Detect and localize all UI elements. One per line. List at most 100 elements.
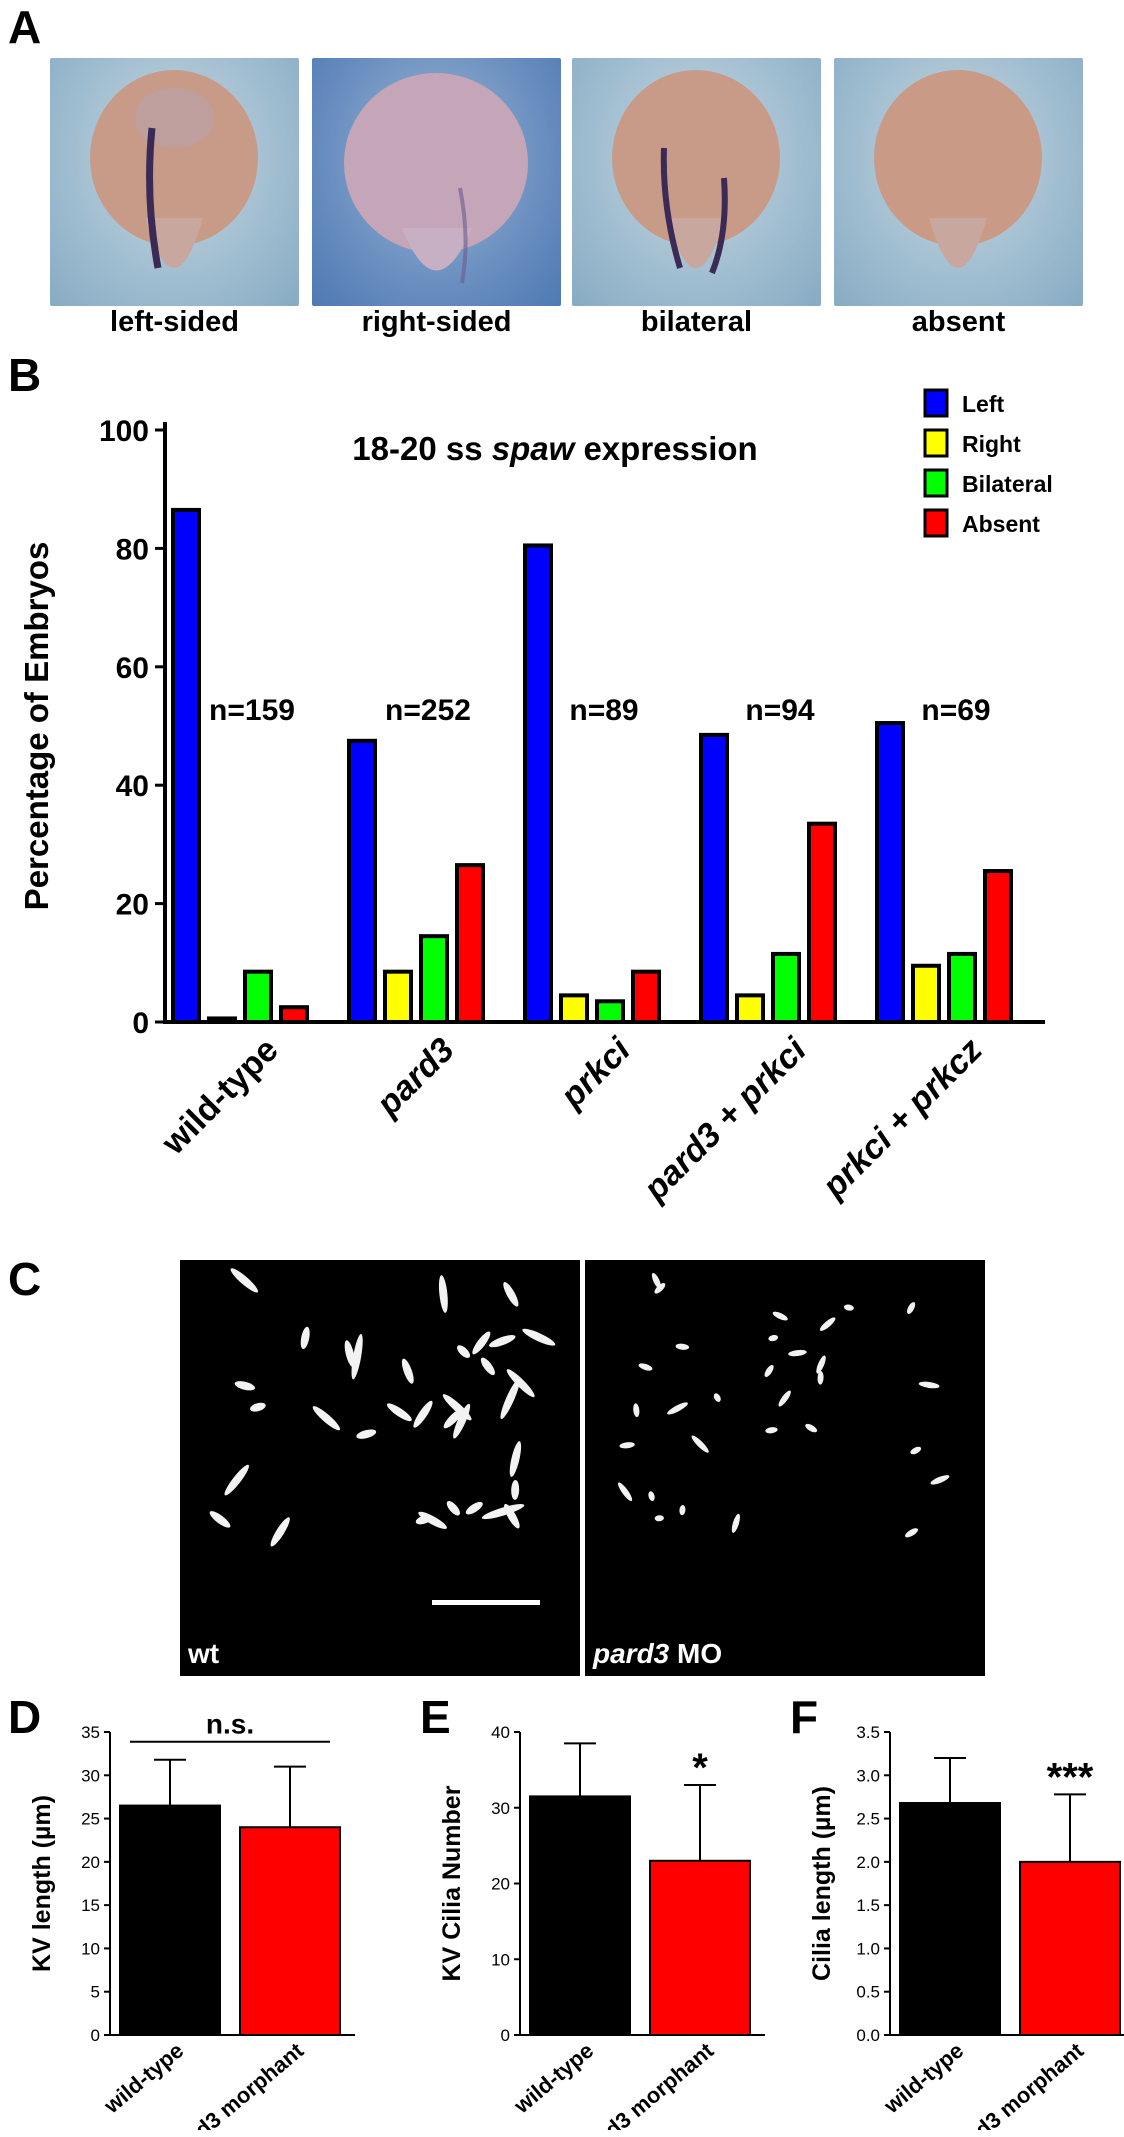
y-tick-label: 0.0 bbox=[856, 2026, 880, 2045]
cilium-spot bbox=[819, 1317, 836, 1331]
cilium-spot bbox=[618, 1482, 633, 1502]
micrograph-label-pard3-mo: pard3 MO bbox=[593, 1638, 722, 1670]
cilium-spot bbox=[457, 1345, 471, 1358]
cilium-spot bbox=[805, 1423, 818, 1433]
cilium-spot bbox=[633, 1403, 640, 1418]
cilium-spot bbox=[270, 1517, 290, 1547]
y-tick-label: 30 bbox=[491, 1799, 510, 1818]
y-tick-label: 1.5 bbox=[856, 1896, 880, 1915]
y-tick-label: 3.5 bbox=[856, 1723, 880, 1742]
scale-bar bbox=[432, 1600, 540, 1605]
significance-label: n.s. bbox=[206, 1710, 254, 1740]
y-tick-label: 3.0 bbox=[856, 1766, 880, 1785]
n-label: n=94 bbox=[745, 694, 815, 727]
cilium-spot bbox=[506, 1369, 535, 1398]
cilium-spot bbox=[503, 1282, 519, 1307]
bar-morphant bbox=[239, 1826, 341, 2036]
chart-title-part: spaw bbox=[492, 430, 577, 467]
cilia-image-wt bbox=[209, 1268, 556, 1547]
bar-right bbox=[911, 963, 941, 1025]
cilium-spot bbox=[654, 1283, 666, 1294]
cilium-spot bbox=[731, 1513, 740, 1533]
y-axis-label: KV length (µm) bbox=[28, 1795, 56, 1972]
x-category-label: wild-type bbox=[878, 2038, 968, 2119]
bar-wild-type bbox=[899, 1801, 1001, 2036]
cilium-spot bbox=[675, 1343, 690, 1350]
legend-label-left: Left bbox=[962, 391, 1005, 417]
bar-left bbox=[171, 507, 201, 1025]
bar-morphant bbox=[649, 1859, 751, 2036]
cilium-spot bbox=[910, 1446, 922, 1455]
cilium-spot bbox=[386, 1403, 412, 1422]
y-tick-label: 10 bbox=[491, 1950, 510, 1969]
cilium-spot bbox=[415, 1515, 432, 1525]
panel-d-letter: D bbox=[8, 1691, 42, 1743]
cilium-spot bbox=[511, 1479, 520, 1500]
x-category-label: prkci bbox=[553, 1030, 639, 1116]
x-category-label: pard3 morphant bbox=[944, 2037, 1089, 2130]
y-tick-label: 2.5 bbox=[856, 1810, 880, 1829]
bar-bilateral bbox=[419, 934, 449, 1024]
y-tick-label: 0 bbox=[132, 1007, 149, 1040]
cilium-spot bbox=[765, 1427, 778, 1434]
photo-label-bilateral: bilateral bbox=[640, 306, 753, 338]
bar-left bbox=[523, 543, 553, 1024]
cilium-spot bbox=[764, 1364, 774, 1377]
bar-left bbox=[699, 732, 729, 1024]
bar-absent bbox=[631, 969, 661, 1024]
x-category-label: pard3 bbox=[369, 1031, 462, 1124]
cilium-spot bbox=[344, 1340, 355, 1368]
bar-absent bbox=[455, 863, 485, 1024]
cilium-spot bbox=[522, 1328, 556, 1346]
x-category-label: prkci + prkcz bbox=[814, 1031, 989, 1206]
y-tick-label: 30 bbox=[81, 1766, 100, 1785]
y-tick-label: 1.0 bbox=[856, 1939, 880, 1958]
cilium-spot bbox=[224, 1464, 249, 1496]
cilium-spot bbox=[816, 1355, 826, 1374]
bar-right bbox=[735, 993, 765, 1024]
x-category-label: wild-type bbox=[154, 1031, 286, 1163]
embryo-photo-left-sided bbox=[50, 58, 299, 306]
cilium-spot bbox=[905, 1528, 919, 1538]
bar-right bbox=[559, 993, 589, 1024]
spaw-expression-chart: 0 20 40 60 80 100 Percentage of Embryos 18-20 s… bbox=[18, 388, 1053, 1209]
cilium-spot bbox=[509, 1441, 522, 1477]
cilium-spot bbox=[654, 1515, 664, 1522]
embryo-absent-drawing bbox=[874, 70, 1042, 268]
y-tick-label: 0.5 bbox=[856, 1983, 880, 2002]
micrograph-label-gene: pard3 bbox=[593, 1638, 670, 1669]
cilium-spot bbox=[472, 1331, 491, 1355]
chart-title-part: 18-20 ss bbox=[352, 430, 491, 467]
kv-length-chart: 0 5 10 15 20 25 30 35 KV length (µm) wild-typepar… bbox=[28, 1710, 355, 2130]
cilium-spot bbox=[300, 1326, 310, 1350]
y-tick-label: 20 bbox=[116, 889, 149, 922]
cilium-spot bbox=[667, 1402, 688, 1415]
panel-b-letter: B bbox=[8, 349, 42, 401]
significance-label: *** bbox=[1047, 1755, 1094, 1799]
cilium-spot bbox=[930, 1475, 950, 1485]
n-label: n=69 bbox=[921, 694, 990, 727]
legend-label-right: Right bbox=[962, 431, 1021, 457]
micrograph-wt: wt bbox=[180, 1260, 580, 1676]
embryo-photo-absent bbox=[834, 58, 1083, 306]
panel-a-letter: A bbox=[8, 1, 42, 53]
significance-label: * bbox=[692, 1746, 708, 1790]
y-tick-label: 100 bbox=[99, 415, 149, 448]
photo-label-right-sided: right-sided bbox=[361, 306, 512, 338]
y-tick-label: 10 bbox=[81, 1939, 100, 1958]
panel-e-letter: E bbox=[420, 1691, 451, 1743]
cilium-spot bbox=[480, 1357, 495, 1376]
embryo-photo-bilateral bbox=[572, 58, 821, 306]
y-tick-label: 35 bbox=[81, 1723, 100, 1742]
cilium-spot bbox=[638, 1363, 653, 1371]
n-label: n=159 bbox=[209, 694, 295, 727]
legend-swatch-left bbox=[923, 388, 949, 418]
bar-absent bbox=[807, 821, 837, 1024]
cilium-spot bbox=[843, 1304, 854, 1311]
legend-label-absent: Absent bbox=[962, 511, 1040, 537]
embryo-bilateral-drawing bbox=[612, 70, 780, 275]
y-tick-label: 25 bbox=[81, 1810, 100, 1829]
y-tick-label: 2.0 bbox=[856, 1853, 880, 1872]
cilia-length-chart: 0.0 0.5 1.0 1.5 2.0 2.5 3.0 3.5 Cilia length (µm… bbox=[808, 1723, 1124, 2130]
panel-c-letter: C bbox=[8, 1253, 42, 1305]
